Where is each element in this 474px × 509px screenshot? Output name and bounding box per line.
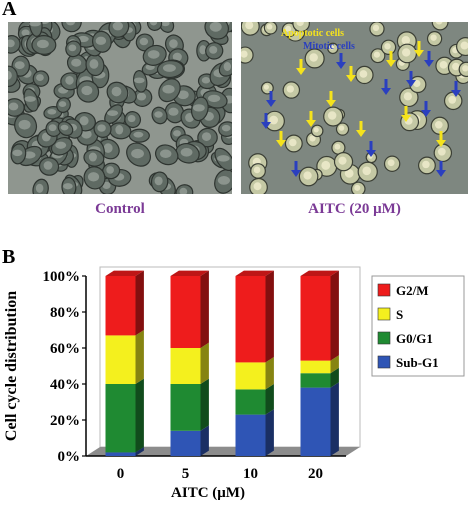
bar-S-5: [170, 348, 201, 384]
bar-G2/M-20: [300, 276, 331, 361]
legend-swatch: [377, 331, 391, 345]
bar-side-Sub-G1-20: [330, 382, 339, 456]
legend-label: S: [396, 307, 403, 322]
aitc-caption: AITC (20 μM): [308, 201, 401, 217]
bar-side-Sub-G1-10: [265, 409, 274, 456]
x-tick-label: 20: [308, 466, 323, 482]
aitc-cell: [431, 22, 449, 31]
y-tick-label: 80%: [50, 305, 80, 321]
aitc-cells-image: Apoptotic cells Mitotic cells: [241, 22, 468, 194]
cell-cycle-chart: 0% 20% 40% 60% 80% 100% 0 5 10 20 G2/M S G0/G1 Sub-G…: [3, 266, 465, 501]
panel-b-label: B: [2, 246, 16, 268]
bar-side-G0/G1-0: [135, 378, 144, 453]
bar-S-0: [105, 335, 136, 384]
legend-swatch: [377, 307, 391, 321]
legend-swatch: [377, 355, 391, 369]
y-tick-label: 20%: [50, 413, 80, 429]
legend-label: G2/M: [396, 283, 429, 298]
bar-G2/M-0: [105, 276, 136, 336]
y-axis-title: Cell cycle distribution: [3, 291, 20, 441]
control-caption: Control: [95, 201, 145, 217]
bar-top-5: [170, 270, 209, 276]
bar-Sub-G1-10: [235, 414, 266, 456]
x-tick-label: 10: [243, 466, 258, 482]
bar-S-10: [235, 362, 266, 390]
bar-side-Sub-G1-0: [135, 447, 144, 456]
legend-label: G0/G1: [396, 331, 433, 346]
bar-G0/G1-10: [235, 389, 266, 415]
bar-top-0: [105, 270, 144, 276]
bar-G0/G1-5: [170, 384, 201, 431]
bar-side-G0/G1-5: [200, 378, 209, 431]
control-cells-image: [8, 22, 232, 194]
legend-label: Sub-G1: [396, 355, 439, 370]
x-tick-label: 0: [117, 466, 125, 482]
bar-top-10: [235, 270, 274, 276]
bar-G2/M-5: [170, 276, 201, 348]
y-tick-label: 0%: [58, 449, 81, 465]
x-tick-label: 5: [182, 466, 190, 482]
bar-side-G2/M-10: [265, 270, 274, 363]
apoptotic-cells-legend: Apoptotic cells: [281, 28, 344, 39]
panel-a-label: A: [2, 0, 17, 20]
control-micrograph: [8, 22, 232, 194]
bar-side-G0/G1-10: [265, 384, 274, 415]
bar-G0/G1-0: [105, 384, 136, 453]
bar-G0/G1-20: [300, 373, 331, 388]
bar-side-S-0: [135, 330, 144, 384]
bar-G2/M-10: [235, 276, 266, 363]
y-tick-label: 60%: [50, 341, 80, 357]
mitotic-cells-legend: Mitotic cells: [303, 41, 355, 52]
bar-side-G0/G1-20: [330, 367, 339, 388]
bar-side-S-5: [200, 342, 209, 384]
chart-floor: [86, 447, 360, 456]
bar-Sub-G1-5: [170, 430, 201, 456]
bar-top-20: [300, 270, 339, 276]
bar-side-G2/M-5: [200, 270, 209, 348]
bar-side-S-20: [330, 355, 339, 374]
legend-swatch: [377, 283, 391, 297]
bar-side-G2/M-0: [135, 270, 144, 336]
bar-side-S-10: [265, 357, 274, 390]
y-tick-label: 100%: [43, 269, 81, 285]
y-tick-label: 40%: [50, 377, 80, 393]
aitc-micrograph: Apoptotic cells Mitotic cells: [241, 22, 468, 194]
x-axis-title: AITC (μM): [171, 485, 245, 501]
bar-Sub-G1-20: [300, 387, 331, 456]
bar-Sub-G1-0: [105, 452, 136, 456]
bar-side-Sub-G1-5: [200, 425, 209, 456]
bar-S-20: [300, 360, 331, 374]
bar-side-G2/M-20: [330, 270, 339, 361]
